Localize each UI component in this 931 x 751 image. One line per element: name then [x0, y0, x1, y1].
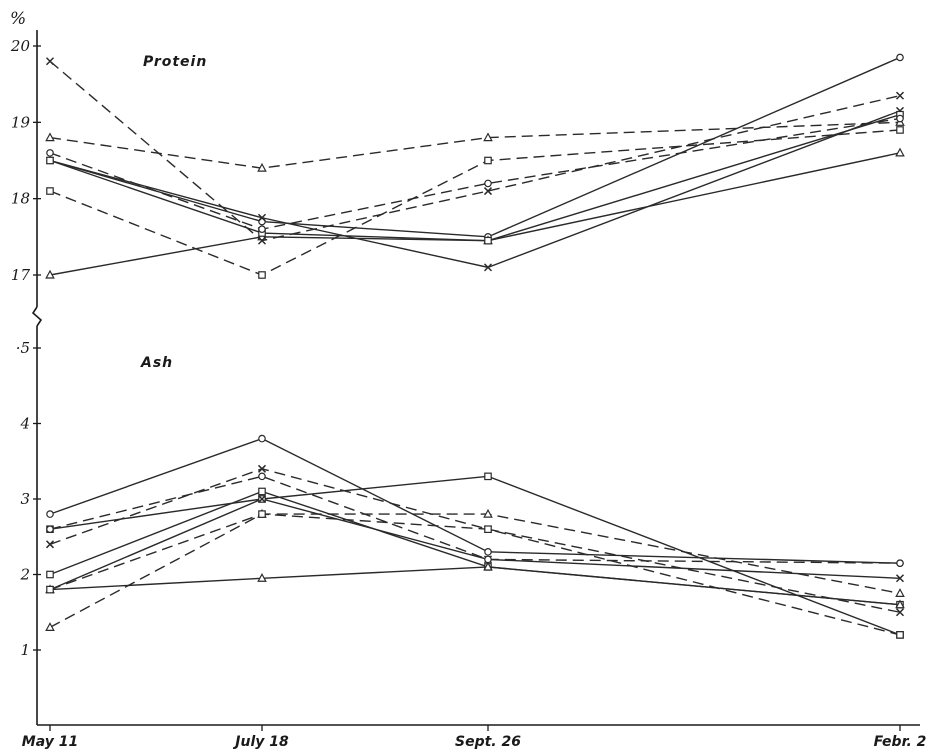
protein-y-tick-label: 19 — [11, 113, 31, 131]
ash-y-tick-label: 3 — [20, 490, 30, 508]
ash-series-8-line — [49, 513, 901, 628]
ash-point-circle — [46, 525, 54, 534]
ash-y-tick-label: 2 — [19, 566, 30, 584]
ash-series-5-line — [49, 498, 901, 591]
ash-point-circle — [46, 510, 54, 518]
protein-point-triangle — [895, 147, 905, 157]
protein-point-triangle — [45, 269, 55, 279]
protein-point-cross — [257, 236, 267, 245]
ash-point-triangle — [45, 622, 55, 631]
protein-point-circle — [484, 179, 492, 188]
ash-series-4-line — [49, 566, 901, 606]
protein-point-circle — [46, 149, 54, 157]
ash-point-cross — [257, 464, 267, 473]
ash-point-square — [46, 570, 54, 579]
ash-y-tick-label: 1 — [20, 641, 30, 659]
ash-point-cross — [45, 540, 55, 549]
ash-point-triangle — [895, 588, 905, 597]
ash-point-square — [484, 472, 492, 481]
ash-y-tick-label: ·5 — [16, 339, 30, 357]
protein-panel-title: Protein — [143, 54, 207, 70]
protein-point-square — [484, 156, 492, 165]
protein-series-2-line — [49, 152, 901, 276]
protein-series-7-line — [49, 117, 901, 230]
protein-point-cross — [257, 213, 267, 222]
protein-point-circle — [258, 225, 266, 234]
ash-point-triangle — [483, 561, 493, 571]
ash-point-square — [258, 510, 266, 518]
protein-series-4-line — [49, 114, 901, 242]
protein-point-square — [484, 236, 492, 245]
protein-point-triangle — [257, 162, 267, 172]
protein-point-square — [896, 126, 904, 134]
protein-series-6-line — [49, 60, 901, 242]
protein-point-triangle — [483, 132, 493, 142]
ash-point-square — [46, 585, 54, 594]
ash-point-circle — [484, 548, 492, 556]
protein-series-1-line — [49, 56, 901, 238]
x-tick-label: Sept. 26 — [455, 734, 521, 750]
protein-point-square — [46, 156, 54, 165]
ash-series-2-line — [49, 475, 901, 636]
x-tick-label: July 18 — [232, 734, 289, 750]
ash-point-circle — [896, 559, 904, 567]
ash-series-7-line — [49, 475, 901, 564]
ash-point-square — [896, 631, 904, 639]
protein-point-square — [258, 271, 266, 279]
ash-series-6-line — [49, 468, 901, 613]
ash-panel-title: Ash — [140, 355, 173, 371]
ash-y-tick-label: 4 — [19, 415, 30, 433]
ash-series-1-line — [49, 437, 901, 564]
protein-point-triangle — [45, 132, 55, 142]
protein-y-tick-label: 20 — [10, 37, 31, 55]
protein-point-circle — [896, 114, 904, 123]
x-tick-label: May 11 — [22, 734, 78, 750]
protein-series-5-line — [49, 121, 901, 169]
protein-y-tick-label: 17 — [11, 266, 31, 284]
ash-series-3-line — [49, 490, 901, 606]
ash-point-cross — [895, 574, 905, 583]
axis-labels: % Protein Ash — [10, 9, 207, 371]
protein-point-cross — [895, 91, 905, 100]
y-unit-label: % — [10, 9, 26, 29]
x-tick-label: Febr. 2 — [874, 734, 927, 750]
protein-series-8-line — [49, 129, 901, 276]
ash-point-square — [258, 487, 266, 496]
protein-point-cross — [483, 187, 493, 196]
protein-y-tick-label: 18 — [11, 190, 30, 208]
protein-series-3-line — [49, 110, 901, 269]
ash-point-circle — [258, 434, 266, 443]
protein-point-cross — [45, 57, 55, 66]
ash-point-triangle — [257, 573, 267, 582]
protein-point-cross — [483, 263, 493, 272]
ash-point-circle — [258, 472, 266, 481]
axes: 17 18 19 20 1 2 3 4 ·5 May 11 July 18 Sept. 26 Febr.… — [10, 30, 927, 750]
ash-series-9-line — [49, 513, 901, 636]
y-axis-break — [31, 306, 43, 327]
ash-point-circle — [484, 555, 492, 564]
series-layer — [45, 53, 905, 639]
protein-point-square — [46, 187, 54, 195]
ash-point-cross — [257, 494, 267, 504]
ash-point-cross — [895, 608, 905, 617]
ash-point-triangle — [895, 599, 905, 609]
protein-point-circle — [896, 53, 904, 62]
ash-point-square — [484, 525, 492, 534]
ash-point-triangle — [483, 508, 493, 518]
